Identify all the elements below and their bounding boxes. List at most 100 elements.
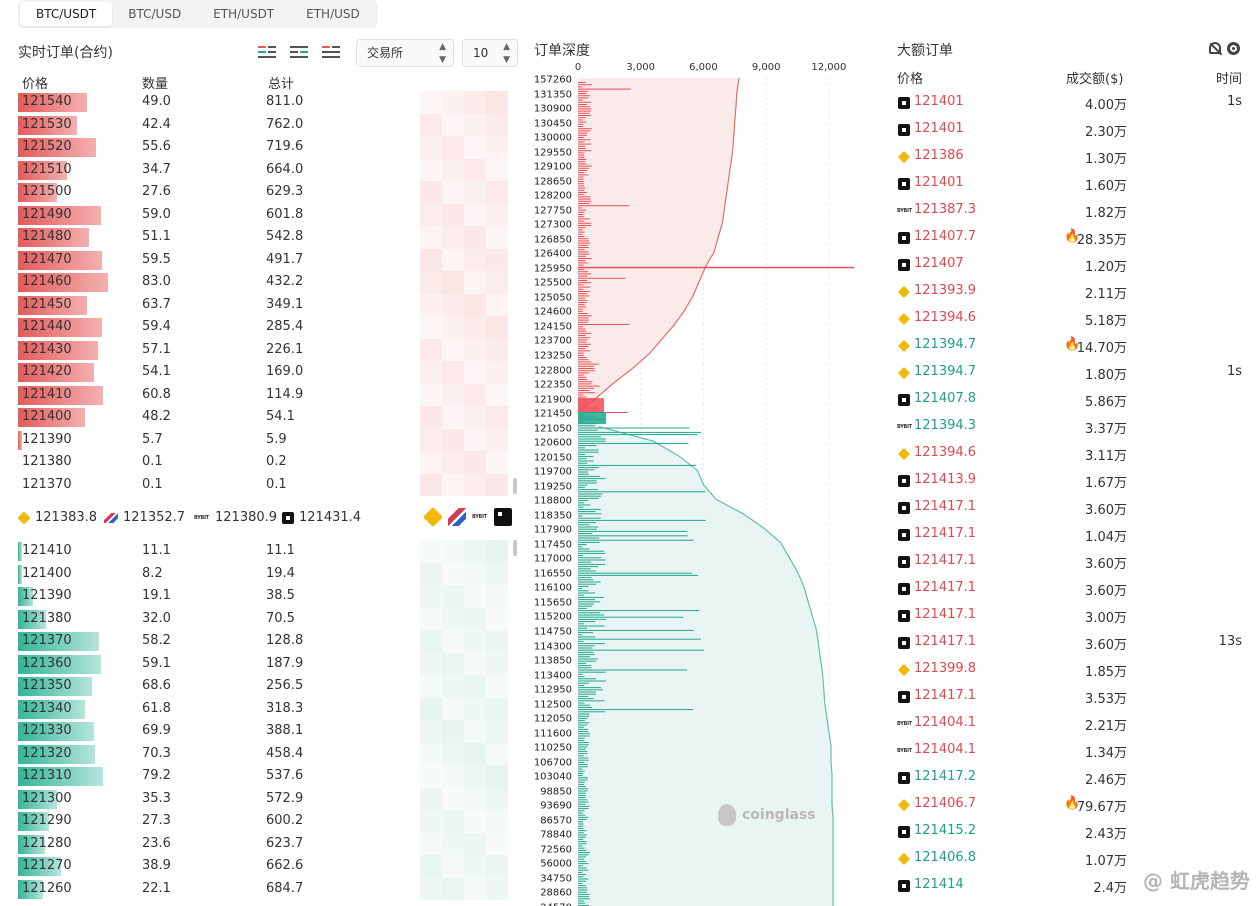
asks-scrollbar[interactable] (513, 478, 517, 494)
ask-row[interactable]: 121370 0.1 0.1 (0, 473, 520, 496)
large-order-row[interactable]: 121417.1 3.00万 (892, 603, 1258, 630)
bid-row[interactable]: 121390 19.1 38.5 (0, 585, 520, 608)
bybit-filter-icon[interactable] (472, 513, 488, 521)
ask-row[interactable]: 121540 49.0 811.0 (0, 91, 520, 114)
ask-row[interactable]: 121520 55.6 719.6 (0, 136, 520, 159)
large-order-row[interactable]: 121394.3 3.37万 (892, 414, 1258, 441)
bid-row[interactable]: 121360 59.1 187.9 (0, 652, 520, 675)
binance-filter-icon[interactable] (423, 507, 443, 527)
both-sides-view-icon[interactable] (256, 44, 278, 60)
large-order-row[interactable]: 121404.1 2.21万 (892, 711, 1258, 738)
large-order-row[interactable]: 121417.1 3.53万 (892, 684, 1258, 711)
exchange-select[interactable]: 交易所 ▲ ▼ (356, 39, 454, 67)
ask-row[interactable]: 121390 5.7 5.9 (0, 428, 520, 451)
gear-icon[interactable] (1227, 42, 1240, 55)
bid-price: 121300 (22, 790, 72, 806)
ask-row[interactable]: 121380 0.1 0.2 (0, 451, 520, 474)
large-order-row[interactable]: 121387.3 1.82万 (892, 198, 1258, 225)
ask-row[interactable]: 121400 48.2 54.1 (0, 406, 520, 429)
large-order-amount: 5.18万 (1085, 314, 1127, 329)
bid-row[interactable]: 121270 38.9 662.6 (0, 855, 520, 878)
large-order-row[interactable]: 121417.1 3.60万 (892, 549, 1258, 576)
ask-row[interactable]: 121510 34.7 664.0 (0, 158, 520, 181)
ask-volume-bar (18, 430, 22, 450)
ask-row[interactable]: 121500 27.6 629.3 (0, 181, 520, 204)
ask-row[interactable]: 121410 60.8 114.9 (0, 383, 520, 406)
ask-row[interactable]: 121470 59.5 491.7 (0, 248, 520, 271)
ask-row[interactable]: 121480 51.1 542.8 (0, 226, 520, 249)
bid-row[interactable]: 121380 32.0 70.5 (0, 607, 520, 630)
large-order-row[interactable]: 121399.8 1.85万 (892, 657, 1258, 684)
large-order-row[interactable]: 121407.7 🔥 28.35万 (892, 225, 1258, 252)
ask-row[interactable]: 121430 57.1 226.1 (0, 338, 520, 361)
bid-volume-bar (18, 632, 99, 651)
bids-scrollbar[interactable] (513, 540, 517, 556)
bid-row[interactable]: 121300 35.3 572.9 (0, 787, 520, 810)
bid-row[interactable]: 121350 68.6 256.5 (0, 675, 520, 698)
ask-volume-bar (18, 385, 103, 405)
okx-icon (898, 178, 910, 190)
asks-view-icon[interactable] (320, 44, 342, 60)
depth-chart[interactable] (578, 78, 854, 906)
bid-level-bar (578, 867, 587, 869)
ask-level-bar (578, 170, 588, 171)
large-order-row[interactable]: 121394.7 1.80万 1s (892, 360, 1258, 387)
order-depth-panel: 订单深度 0 3,000 6,000 9,000 12,000 157260 131350… (522, 36, 882, 906)
tab-eth-usd[interactable]: ETH/USD (306, 7, 360, 21)
large-order-row[interactable]: 121407.8 5.86万 (892, 387, 1258, 414)
large-order-row[interactable]: 121417.2 2.46万 (892, 765, 1258, 792)
bid-row[interactable]: 121330 69.9 388.1 (0, 720, 520, 743)
ask-level-bar (578, 387, 595, 389)
heatmap-cell (486, 406, 508, 429)
bid-row[interactable]: 121320 70.3 458.4 (0, 742, 520, 765)
tab-btc-usdt[interactable]: BTC/USDT (20, 2, 113, 26)
large-order-row[interactable]: 121394.7 🔥 14.70万 (892, 333, 1258, 360)
bell-off-icon[interactable] (1209, 42, 1221, 54)
ask-level-bar (578, 317, 589, 319)
bid-level-bar (578, 753, 588, 755)
ask-row[interactable]: 121530 42.4 762.0 (0, 113, 520, 136)
large-order-row[interactable]: 121404.1 1.34万 (892, 738, 1258, 765)
binance-mid-value: 121383.8 (35, 510, 98, 525)
large-order-row[interactable]: 121413.9 1.67万 (892, 468, 1258, 495)
ask-row[interactable]: 121420 54.1 169.0 (0, 361, 520, 384)
large-order-row[interactable]: 121407 1.20万 (892, 252, 1258, 279)
ask-row[interactable]: 121450 63.7 349.1 (0, 293, 520, 316)
bids-view-icon[interactable] (288, 44, 310, 60)
bid-row[interactable]: 121410 11.1 11.1 (0, 540, 520, 563)
large-order-row[interactable]: 121417.1 3.60万 13s (892, 630, 1258, 657)
large-order-row[interactable]: 121414 2.4万 (892, 873, 1258, 900)
bid-row[interactable]: 121280 23.6 623.7 (0, 832, 520, 855)
bid-row[interactable]: 121290 27.3 600.2 (0, 810, 520, 833)
bid-row[interactable]: 121340 61.8 318.3 (0, 697, 520, 720)
tab-eth-usdt[interactable]: ETH/USDT (213, 7, 275, 21)
large-order-row[interactable]: 121394.6 3.11万 (892, 441, 1258, 468)
large-order-row[interactable]: 121393.9 2.11万 (892, 279, 1258, 306)
large-order-row[interactable]: 121401 4.00万 1s (892, 90, 1258, 117)
large-order-row[interactable]: 121417.1 3.60万 (892, 495, 1258, 522)
tab-btc-usd[interactable]: BTC/USD (128, 7, 182, 21)
ask-row[interactable]: 121440 59.4 285.4 (0, 316, 520, 339)
bid-level-bar (578, 660, 596, 662)
depth-step-select[interactable]: 10 ▲ ▼ (462, 39, 518, 67)
coinbase-filter-icon[interactable] (448, 508, 466, 526)
bid-level-bar (578, 502, 585, 504)
okx-filter-icon[interactable] (494, 508, 512, 526)
large-order-row[interactable]: 121394.6 5.18万 (892, 306, 1258, 333)
ask-row[interactable]: 121490 59.0 601.8 (0, 203, 520, 226)
large-order-row[interactable]: 121401 2.30万 (892, 117, 1258, 144)
large-order-row[interactable]: 121386 1.30万 (892, 144, 1258, 171)
large-order-row[interactable]: 121406.8 1.07万 (892, 846, 1258, 873)
large-order-row[interactable]: 121415.2 2.43万 (892, 819, 1258, 846)
large-order-row[interactable]: 121406.7 🔥 79.67万 (892, 792, 1258, 819)
bid-row[interactable]: 121400 8.2 19.4 (0, 562, 520, 585)
large-order-row[interactable]: 121401 1.60万 (892, 171, 1258, 198)
bid-level-bar (578, 790, 588, 792)
bid-row[interactable]: 121370 58.2 128.8 (0, 630, 520, 653)
large-order-row[interactable]: 121417.1 3.60万 (892, 576, 1258, 603)
ask-row[interactable]: 121460 83.0 432.2 (0, 271, 520, 294)
bid-row[interactable]: 121260 22.1 684.7 (0, 877, 520, 900)
large-order-row[interactable]: 121417.1 1.04万 (892, 522, 1258, 549)
bid-row[interactable]: 121310 79.2 537.6 (0, 765, 520, 788)
ask-level-bar (578, 354, 584, 356)
